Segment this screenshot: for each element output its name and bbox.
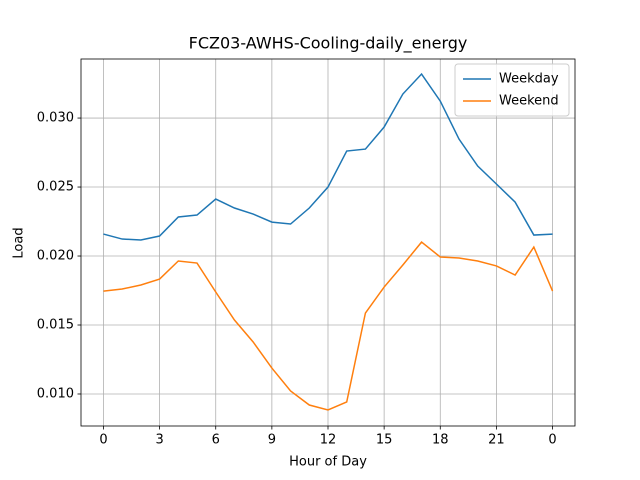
y-tick-label: 0.020	[37, 249, 74, 264]
x-tick-label: 9	[268, 433, 276, 448]
line-series	[103, 241, 554, 411]
y-tick-label: 0.010	[37, 386, 74, 401]
legend-box	[454, 63, 570, 117]
legend-label: Weekend	[499, 94, 559, 109]
x-tick-label: 21	[488, 433, 505, 448]
y-axis-label: Load	[12, 227, 27, 258]
x-tick-label: 15	[376, 433, 393, 448]
x-tick-label: 6	[212, 433, 220, 448]
plot-frame	[80, 58, 576, 427]
x-tick-label: 0	[548, 433, 556, 448]
x-tick-label: 0	[99, 433, 107, 448]
x-axis-label: Hour of Day	[289, 455, 367, 470]
y-tick-label: 0.025	[37, 180, 74, 195]
legend-label: Weekday	[499, 72, 559, 87]
chart-title: FCZ03-AWHS-Cooling-daily_energy	[189, 34, 468, 54]
x-tick-label: 3	[155, 433, 163, 448]
y-tick-label: 0.015	[37, 318, 74, 333]
x-tick-label: 18	[432, 433, 449, 448]
line-series	[103, 72, 553, 241]
x-tick-label: 12	[320, 433, 337, 448]
y-tick-label: 0.030	[37, 111, 74, 126]
